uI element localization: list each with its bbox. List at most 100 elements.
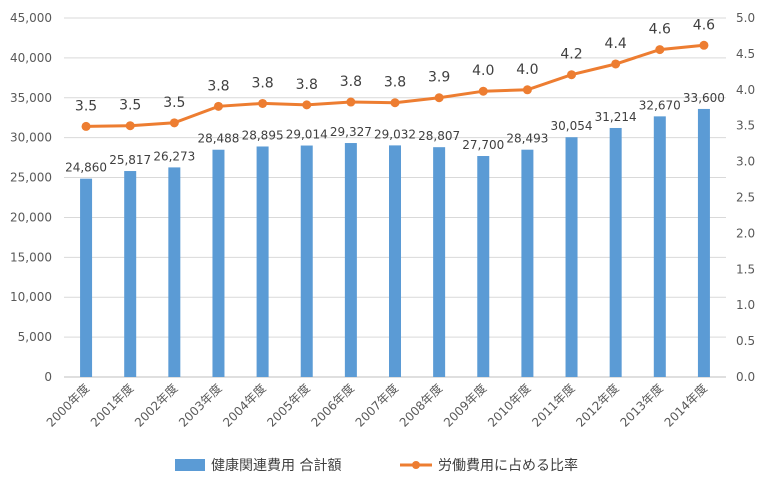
x-axis: 2000年度2001年度2002年度2003年度2004年度2005年度2006… (43, 381, 710, 430)
bar (124, 171, 137, 377)
x-axis-tick-label: 2014年度 (661, 381, 710, 430)
bar (521, 149, 534, 377)
right-axis-tick-label: 4.0 (736, 83, 755, 97)
line-point (169, 118, 179, 128)
left-axis-tick-label: 20,000 (10, 210, 52, 224)
bar-data-label: 28,488 (197, 132, 239, 146)
line-point (346, 97, 356, 107)
line-data-label: 4.4 (605, 36, 627, 52)
x-axis-tick-label: 2006年度 (308, 381, 357, 430)
right-axis: 0.0 0.5 1.0 1.5 2.0 2.5 3.0 3.5 4.0 4.5 5.0 (736, 11, 755, 384)
right-axis-tick-label: 5.0 (736, 11, 755, 25)
left-axis-tick-label: 40,000 (10, 51, 52, 65)
bar (477, 156, 490, 377)
line-point (390, 98, 400, 108)
legend-line-marker (412, 461, 420, 469)
right-axis-tick-label: 1.0 (736, 298, 755, 312)
bar-data-label: 26,273 (153, 149, 195, 163)
x-axis-tick-label: 2005年度 (264, 381, 313, 430)
left-axis-tick-label: 30,000 (10, 131, 52, 145)
bar-data-label: 29,327 (330, 125, 372, 139)
line-data-labels: 3.5 3.5 3.5 3.8 3.8 3.8 3.8 3.8 3.9 4.0 4.0 4.2 4.4 4… (75, 17, 715, 114)
bar (653, 116, 666, 377)
left-axis-tick-label: 10,000 (10, 290, 52, 304)
bar-data-label: 29,032 (374, 127, 416, 141)
line-data-label: 4.2 (560, 47, 582, 63)
x-axis-tick-label: 2000年度 (43, 381, 92, 430)
line-data-label: 3.8 (296, 77, 318, 93)
line-data-label: 3.9 (428, 70, 450, 86)
right-axis-tick-label: 3.0 (736, 155, 755, 169)
line-point (522, 85, 532, 95)
legend-bar-label: 健康関連費用 合計額 (211, 457, 341, 474)
left-axis: 0 5,000 10,000 15,000 20,000 25,000 30,000 35,0… (10, 11, 52, 384)
left-axis-tick-label: 5,000 (18, 330, 52, 344)
x-axis-tick-label: 2009年度 (440, 381, 489, 430)
line-point (125, 121, 135, 131)
bar (565, 137, 578, 377)
line-point (699, 40, 709, 50)
line-point (611, 59, 621, 69)
right-axis-tick-label: 4.5 (736, 47, 755, 61)
line-point (655, 45, 665, 55)
line-point (478, 86, 488, 96)
bar-data-label: 27,700 (462, 138, 504, 152)
line-points (81, 40, 709, 131)
bar-data-label: 28,807 (418, 129, 460, 143)
line-data-label: 4.0 (516, 62, 538, 78)
legend: 健康関連費用 合計額 労働費用に占める比率 (175, 457, 578, 474)
right-axis-tick-label: 0.0 (736, 370, 755, 384)
line-point (567, 70, 577, 80)
line-point (258, 98, 268, 108)
line-data-label: 4.6 (649, 22, 671, 38)
x-axis-tick-label: 2003年度 (175, 381, 224, 430)
bar (212, 149, 225, 377)
right-axis-tick-label: 2.5 (736, 191, 755, 205)
x-axis-tick-label: 2013年度 (617, 381, 666, 430)
x-axis-tick-label: 2010年度 (484, 381, 533, 430)
left-axis-tick-label: 45,000 (10, 11, 52, 25)
x-axis-tick-label: 2002年度 (131, 381, 180, 430)
x-axis-tick-label: 2011年度 (528, 381, 577, 430)
left-axis-tick-label: 25,000 (10, 171, 52, 185)
bar-data-label: 32,670 (639, 98, 681, 112)
left-axis-tick-label: 35,000 (10, 91, 52, 105)
bar-data-label: 24,860 (65, 161, 107, 175)
bar-series (80, 108, 710, 378)
line-data-label: 3.5 (163, 95, 185, 111)
right-axis-tick-label: 0.5 (736, 334, 755, 348)
line-data-label: 3.8 (207, 78, 229, 94)
line-data-label: 3.5 (119, 98, 141, 114)
bar (344, 143, 357, 377)
right-axis-tick-label: 1.5 (736, 262, 755, 276)
bar-data-label: 28,895 (242, 128, 284, 142)
x-axis-tick-label: 2004年度 (220, 381, 269, 430)
bar-data-label: 31,214 (595, 110, 637, 124)
left-axis-tick-label: 0 (44, 370, 52, 384)
bar (433, 147, 446, 377)
bar (168, 167, 181, 377)
line-point (434, 93, 444, 103)
right-axis-tick-label: 2.0 (736, 226, 755, 240)
line-point (302, 100, 312, 110)
x-axis-tick-label: 2007年度 (352, 381, 401, 430)
x-axis-tick-label: 2008年度 (396, 381, 445, 430)
bar-data-label: 28,493 (506, 132, 548, 146)
bar-data-label: 33,600 (683, 91, 725, 105)
bar-data-label: 25,817 (109, 153, 151, 167)
legend-bar-swatch (175, 459, 205, 471)
line-data-label: 3.8 (251, 75, 273, 91)
bar (697, 108, 710, 378)
line-data-label: 3.8 (340, 74, 362, 90)
bar (300, 145, 313, 377)
bar (609, 127, 622, 377)
line-data-label: 4.0 (472, 63, 494, 79)
bar-data-label: 29,014 (286, 128, 328, 142)
legend-line-label: 労働費用に占める比率 (438, 457, 578, 474)
right-axis-tick-label: 3.5 (736, 119, 755, 133)
x-axis-tick-label: 2012年度 (573, 381, 622, 430)
line-point (213, 101, 223, 111)
line-data-label: 4.6 (693, 17, 715, 33)
